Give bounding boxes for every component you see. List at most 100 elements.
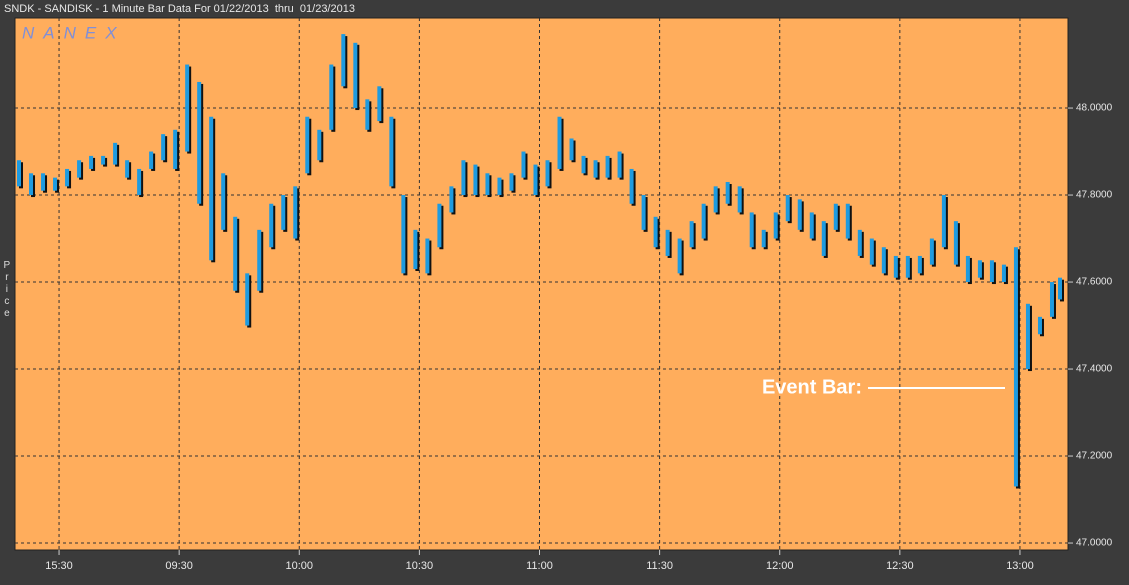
bar [761, 229, 766, 248]
bar [893, 255, 898, 278]
bar [857, 229, 862, 256]
y-tick-label: 47.4000 [1076, 364, 1113, 375]
bar [929, 238, 934, 265]
bar [185, 64, 190, 152]
x-tick-label: 11:00 [526, 560, 553, 572]
bar [113, 142, 118, 165]
y-tick-label: 47.6000 [1076, 277, 1113, 288]
bar [29, 173, 34, 196]
bar [221, 173, 226, 230]
bar [281, 195, 286, 230]
bar [725, 181, 730, 204]
bar [509, 173, 514, 191]
bar [101, 155, 106, 165]
bar [89, 155, 94, 169]
x-tick-label: 10:30 [406, 560, 434, 572]
bar [161, 134, 166, 161]
bar [689, 221, 694, 248]
bar [149, 151, 154, 169]
bar [521, 151, 526, 178]
bar [449, 186, 454, 213]
bar [785, 195, 790, 222]
bar [1025, 303, 1030, 370]
x-tick-label: 11:30 [646, 560, 673, 572]
bar [677, 238, 682, 274]
bar [881, 247, 886, 274]
x-tick-label: 09:30 [165, 560, 193, 572]
bar [497, 177, 502, 196]
bar [137, 168, 142, 196]
bar [305, 116, 310, 174]
bar [773, 212, 778, 239]
bar [293, 186, 298, 239]
bar [173, 129, 178, 169]
bar [269, 203, 274, 248]
y-tick-label: 48.0000 [1076, 103, 1113, 114]
bar [653, 216, 658, 248]
bar [941, 195, 946, 248]
bar [641, 195, 646, 230]
bar [1049, 282, 1054, 317]
bar [845, 203, 850, 239]
bar [41, 173, 46, 191]
chart-title: SNDK - SANDISK - 1 Minute Bar Data For 0… [4, 3, 355, 15]
bar [965, 255, 970, 283]
bar [125, 160, 130, 178]
x-tick-label: 12:30 [886, 560, 914, 572]
bar [833, 203, 838, 230]
bar [389, 116, 394, 187]
bar [989, 260, 994, 283]
bar [341, 34, 346, 87]
bar [953, 221, 958, 265]
bar [593, 160, 598, 178]
x-tick-label: 10:00 [286, 560, 314, 572]
bar [17, 160, 22, 187]
bar [605, 155, 610, 178]
bar [437, 203, 442, 248]
bar [1001, 264, 1006, 283]
bar [317, 129, 322, 161]
y-tick-label: 47.0000 [1076, 538, 1113, 549]
bar [461, 160, 466, 196]
x-tick-label: 13:00 [1006, 560, 1034, 572]
bar [197, 81, 202, 204]
bar [77, 160, 82, 178]
bar [665, 229, 670, 256]
bar [809, 212, 814, 239]
y-axis-label: Price [1, 260, 12, 320]
bar [749, 212, 754, 248]
plot-area [14, 17, 1069, 551]
x-tick-label: 12:00 [766, 560, 794, 572]
bar [473, 164, 478, 196]
y-tick-label: 47.2000 [1076, 451, 1113, 462]
y-tick-label: 47.8000 [1076, 190, 1113, 201]
annotation: Event Bar: [762, 376, 862, 398]
bar [713, 186, 718, 213]
bar [329, 64, 334, 130]
bar [485, 173, 490, 196]
bar [245, 273, 250, 326]
bar [1057, 277, 1062, 300]
bar [545, 160, 550, 187]
bar [53, 177, 58, 191]
bar [977, 260, 982, 278]
bar [701, 203, 706, 239]
bar [413, 229, 418, 269]
bar [617, 151, 622, 178]
bar [401, 195, 406, 274]
bar [65, 168, 70, 187]
bar [1013, 247, 1018, 487]
bar [797, 199, 802, 230]
bar [557, 116, 562, 169]
bar [569, 138, 574, 161]
bar [533, 164, 538, 196]
bar [353, 42, 358, 109]
watermark: NANEX [22, 23, 126, 42]
bar [257, 229, 262, 291]
bar [1037, 316, 1042, 335]
bar [377, 86, 382, 122]
bar [869, 238, 874, 265]
bar [209, 116, 214, 261]
bar [233, 216, 238, 291]
